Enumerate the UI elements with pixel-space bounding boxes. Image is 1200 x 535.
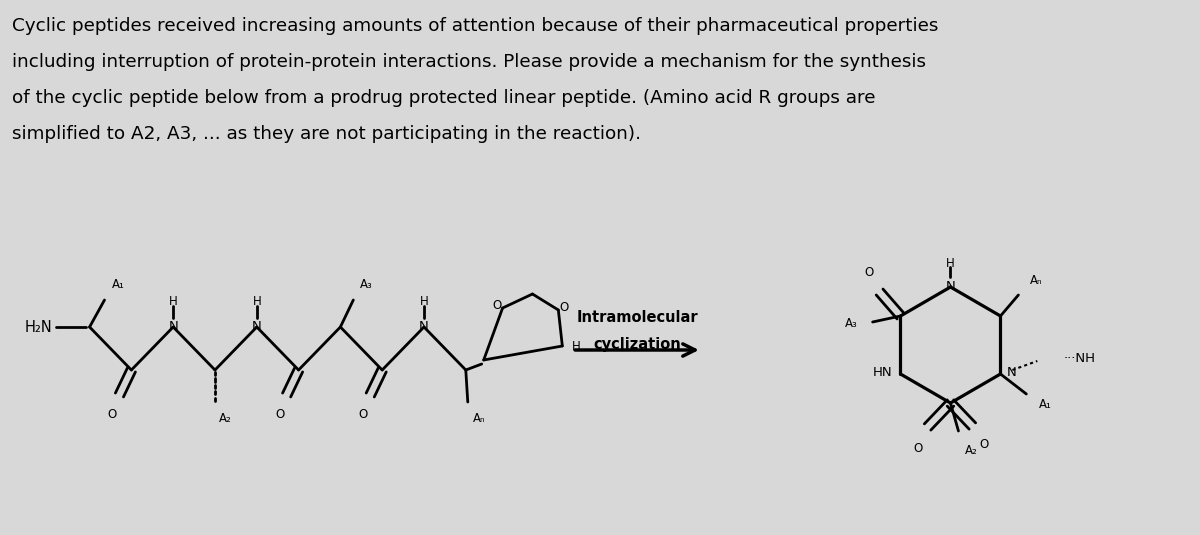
Text: O: O (275, 408, 284, 421)
Text: O: O (108, 408, 118, 421)
Text: ···NH: ···NH (1063, 351, 1096, 364)
Text: H: H (572, 340, 581, 354)
Text: N: N (252, 320, 262, 333)
Text: O: O (359, 408, 368, 421)
Text: A₃: A₃ (360, 279, 373, 292)
Text: including interruption of protein-protein interactions. Please provide a mechani: including interruption of protein-protei… (12, 53, 926, 71)
Text: Cyclic peptides received increasing amounts of attention because of their pharma: Cyclic peptides received increasing amou… (12, 17, 938, 35)
Text: N: N (168, 320, 178, 333)
Text: Aₙ: Aₙ (473, 411, 485, 424)
Text: N: N (1007, 366, 1016, 379)
Text: H: H (946, 256, 955, 270)
Text: O: O (492, 299, 502, 311)
Text: cyclization: cyclization (593, 338, 680, 353)
Text: A₂: A₂ (965, 444, 977, 456)
Text: H₂N: H₂N (25, 319, 53, 334)
Text: simplified to A2, A3, ... as they are not participating in the reaction).: simplified to A2, A3, ... as they are no… (12, 125, 641, 143)
Text: A₂: A₂ (218, 411, 232, 424)
Text: O: O (864, 265, 874, 279)
Text: A₁: A₁ (112, 279, 125, 292)
Text: O: O (979, 438, 989, 450)
Text: Intramolecular: Intramolecular (576, 310, 697, 325)
Text: H: H (252, 294, 262, 308)
Text: Aₙ: Aₙ (1031, 273, 1043, 287)
Text: A₃: A₃ (845, 317, 858, 330)
Text: O: O (913, 441, 923, 455)
Text: H: H (420, 294, 428, 308)
Text: N: N (946, 279, 955, 293)
Text: O: O (559, 301, 569, 314)
Text: A₁: A₁ (1039, 398, 1052, 410)
Text: of the cyclic peptide below from a prodrug protected linear peptide. (Amino acid: of the cyclic peptide below from a prodr… (12, 89, 876, 107)
Text: N: N (419, 320, 428, 333)
Text: HN: HN (872, 366, 893, 379)
Text: H: H (169, 294, 178, 308)
